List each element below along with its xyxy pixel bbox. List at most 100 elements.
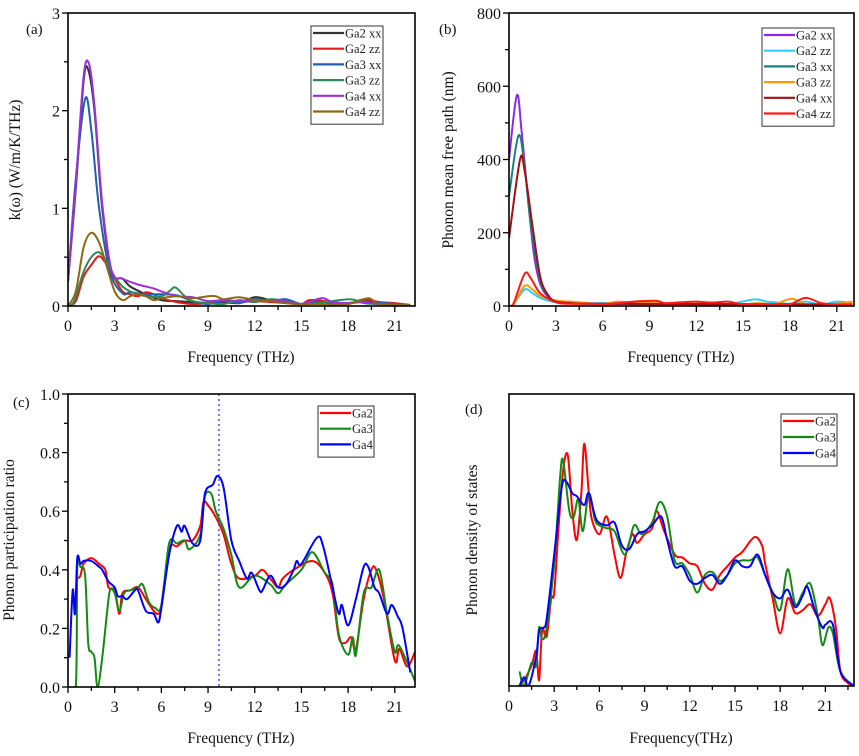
legend-entry: Ga2 zz bbox=[796, 44, 831, 58]
x-tick-label: 21 bbox=[829, 318, 845, 335]
y-tick-label: 0 bbox=[52, 299, 60, 316]
x-tick-label: 6 bbox=[599, 318, 607, 335]
legend-entry: Ga2 bbox=[815, 415, 836, 429]
series-line-ga4-zz bbox=[509, 271, 853, 306]
legend-box bbox=[310, 25, 384, 125]
legend-entry: Ga4 zz bbox=[796, 107, 831, 121]
series-line-ga4 bbox=[68, 475, 412, 673]
y-tick-label: 600 bbox=[477, 79, 501, 96]
y-tick-label: 0.0 bbox=[40, 680, 60, 697]
y-tick-label: 0 bbox=[493, 299, 501, 316]
x-tick-label: 15 bbox=[727, 698, 743, 715]
series-line-ga4-xx bbox=[509, 154, 853, 306]
x-tick-label: 18 bbox=[782, 318, 798, 335]
series-line-ga3-xx bbox=[68, 96, 411, 306]
x-tick-label: 9 bbox=[204, 699, 212, 716]
legend-entry: Ga2 zz bbox=[345, 42, 380, 56]
legend-entry: Ga4 xx bbox=[345, 89, 382, 103]
legend-entry: Ga3 bbox=[352, 422, 373, 436]
legend-entry: Ga3 zz bbox=[796, 76, 831, 90]
x-tick-label: 12 bbox=[247, 318, 263, 335]
panel-label: (c) bbox=[13, 395, 30, 411]
legend-entry: Ga3 zz bbox=[345, 74, 380, 88]
x-axis-label: Frequency (THz) bbox=[627, 349, 734, 366]
x-tick-label: 9 bbox=[204, 318, 212, 335]
panel-c: 0 3 6 9 12 15 18 21 0.0 0.2 0.4 0.6 0.8 1.0 Frequency … bbox=[1, 387, 416, 747]
series-line-ga3 bbox=[68, 490, 415, 687]
series-line-ga3-xx bbox=[509, 134, 853, 306]
y-axis-label: Phonon density of states bbox=[464, 464, 481, 615]
x-tick-label: 21 bbox=[387, 318, 403, 335]
panel-b: 0 3 6 9 12 15 18 21 0 200 400 600 800 Frequency (THz)… bbox=[439, 6, 855, 366]
legend-box bbox=[761, 27, 835, 127]
x-axis-label: Frequency (THz) bbox=[187, 730, 294, 747]
series-line-ga3 bbox=[518, 457, 854, 686]
legend-entry: Ga4 zz bbox=[345, 105, 380, 119]
legend-entry: Ga4 bbox=[352, 438, 374, 452]
legend-entry: Ga2 xx bbox=[796, 29, 833, 43]
legend: Ga2 Ga3 Ga4 bbox=[780, 413, 838, 467]
series-group bbox=[518, 442, 854, 686]
x-tick-label: 12 bbox=[247, 699, 263, 716]
series-group bbox=[68, 475, 415, 687]
panel-label: (a) bbox=[26, 22, 43, 38]
x-tick-label: 3 bbox=[111, 699, 119, 716]
series-line-ga4-zz bbox=[68, 231, 411, 306]
legend-entry: Ga2 xx bbox=[345, 27, 382, 41]
x-tick-label: 15 bbox=[735, 318, 751, 335]
panel-label: (b) bbox=[439, 22, 457, 38]
x-tick-label: 15 bbox=[293, 699, 309, 716]
legend-entry: Ga4 xx bbox=[796, 91, 833, 105]
x-tick-label: 9 bbox=[641, 698, 649, 715]
y-tick-label: 3 bbox=[52, 6, 60, 23]
series-line-ga4 bbox=[518, 478, 854, 686]
x-tick-label: 0 bbox=[505, 318, 513, 335]
x-tick-label: 0 bbox=[505, 698, 513, 715]
legend-entry: Ga3 xx bbox=[345, 58, 382, 72]
x-tick-label: 18 bbox=[340, 318, 356, 335]
x-tick-label: 21 bbox=[817, 698, 833, 715]
y-tick-label: 0.4 bbox=[40, 563, 60, 580]
x-axis-label: Frequency(THz) bbox=[629, 730, 732, 747]
y-axis-label: k(ω) (W/m/K/THz) bbox=[7, 100, 24, 221]
y-tick-label: 1 bbox=[52, 201, 60, 218]
legend-entry: Ga2 bbox=[352, 407, 373, 421]
y-axis-label: Phonon participation ratio bbox=[1, 459, 18, 621]
x-tick-label: 0 bbox=[64, 699, 72, 716]
x-axis-label: Frequency (THz) bbox=[187, 349, 294, 366]
y-tick-label: 800 bbox=[477, 6, 501, 23]
x-tick-label: 12 bbox=[682, 698, 698, 715]
legend-entry: Ga4 bbox=[815, 447, 837, 461]
y-tick-label: 1.0 bbox=[40, 387, 60, 404]
series-line-ga2 bbox=[518, 442, 854, 686]
y-tick-label: 0.6 bbox=[40, 504, 60, 521]
x-tick-label: 6 bbox=[157, 699, 165, 716]
x-tick-label: 21 bbox=[387, 699, 403, 716]
y-tick-label: 400 bbox=[477, 153, 501, 170]
y-tick-label: 200 bbox=[477, 226, 501, 243]
y-tick-label: 0.8 bbox=[40, 446, 60, 463]
panel-d: 0 3 6 9 12 15 18 21 Frequency(THz) Phonon density… bbox=[464, 393, 855, 747]
x-tick-label: 18 bbox=[340, 699, 356, 716]
x-tick-label: 3 bbox=[552, 318, 560, 335]
y-tick-label: 2 bbox=[52, 104, 60, 121]
plot-frame bbox=[508, 393, 855, 687]
series-group bbox=[509, 93, 853, 306]
legend-box bbox=[780, 413, 838, 467]
x-tick-label: 3 bbox=[111, 318, 119, 335]
y-axis-label: Phonon mean free path (nm) bbox=[440, 71, 457, 248]
x-tick-label: 6 bbox=[595, 698, 603, 715]
series-group bbox=[68, 59, 411, 306]
x-tick-label: 6 bbox=[157, 318, 165, 335]
legend-entry: Ga3 xx bbox=[796, 60, 833, 74]
x-tick-label: 0 bbox=[64, 318, 72, 335]
x-tick-label: 3 bbox=[550, 698, 558, 715]
legend-entry: Ga3 bbox=[815, 431, 836, 445]
x-tick-label: 15 bbox=[293, 318, 309, 335]
y-tick-label: 0.2 bbox=[40, 621, 60, 638]
